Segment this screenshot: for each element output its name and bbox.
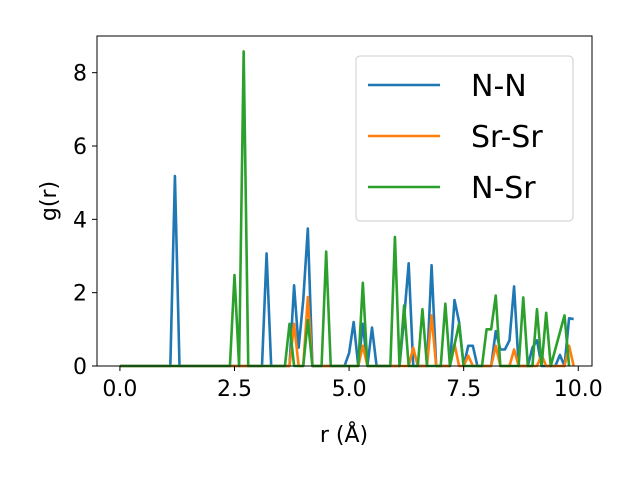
x-tick-label: 10.0 (554, 377, 603, 402)
y-tick-label: 8 (73, 62, 87, 87)
y-tick-label: 4 (73, 208, 87, 233)
plot-frame (96, 35, 593, 367)
y-tick-label: 6 (73, 135, 87, 160)
x-axis: 0.0 2.5 5.0 7.5 10.0 (102, 366, 603, 402)
x-axis-label: r (Å) (320, 421, 368, 448)
legend-label-n-sr: N-Sr (471, 171, 536, 206)
legend: N-N Sr-Sr N-Sr (355, 55, 574, 222)
y-axis-label: g(r) (37, 181, 62, 221)
legend-box (355, 55, 574, 222)
y-axis: 0 2 4 6 8 (73, 62, 97, 380)
y-tick-label: 0 (73, 355, 87, 380)
legend-label-sr-sr: Sr-Sr (471, 120, 543, 155)
x-tick-label: 0.0 (102, 377, 137, 402)
x-tick-label: 2.5 (217, 377, 252, 402)
y-tick-label: 2 (73, 282, 87, 307)
x-tick-label: 7.5 (446, 377, 481, 402)
legend-label-n-n: N-N (471, 69, 527, 104)
x-tick-label: 5.0 (332, 377, 367, 402)
